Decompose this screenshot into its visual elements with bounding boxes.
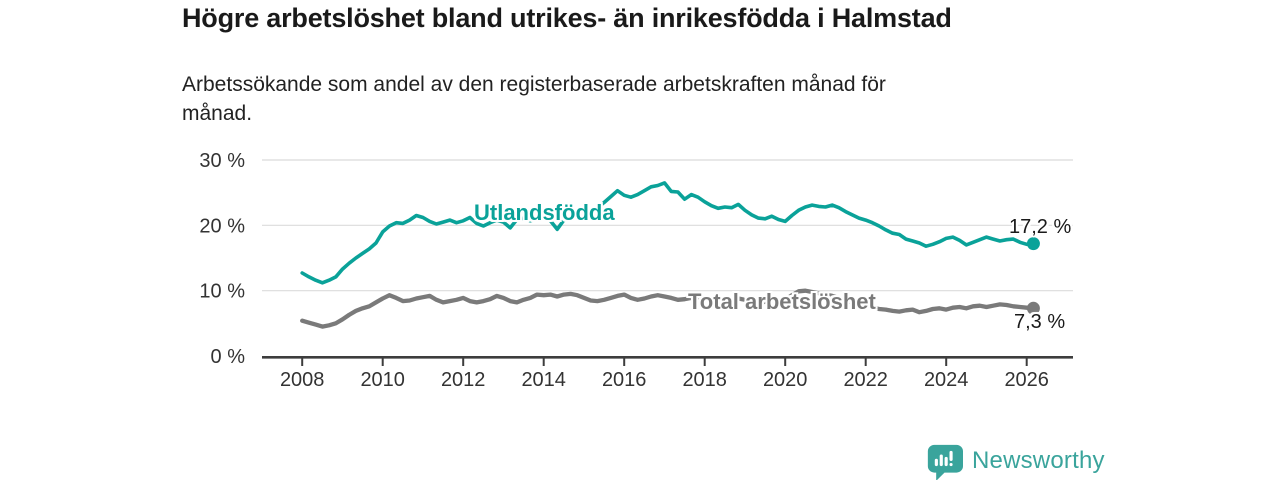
- exclamation-dot: [949, 462, 953, 467]
- newsworthy-logo[interactable]: Newsworthy: [926, 442, 1105, 480]
- bar-2: [939, 454, 943, 467]
- y-tick-label-30: 30 %: [199, 150, 245, 172]
- series-end-dot-total: [1026, 301, 1040, 315]
- x-tick-label-2020: 2020: [763, 369, 808, 391]
- x-tick-label-2024: 2024: [924, 369, 969, 391]
- x-tick-label-2014: 2014: [521, 369, 566, 391]
- x-tick-label-2010: 2010: [360, 369, 405, 391]
- series-label-total-arbetsloshet: Total arbetslöshet: [688, 289, 876, 314]
- page-title: Högre arbetslöshet bland utrikes- än inr…: [182, 3, 952, 33]
- end-value-label-utlandsfodda: 17,2 %: [1009, 216, 1072, 238]
- y-tick-label-20: 20 %: [199, 215, 245, 237]
- series-label-utlandsfodda: Utlandsfödda: [474, 200, 615, 225]
- x-tick-label-2018: 2018: [682, 369, 727, 391]
- newsworthy-bubble-icon: [927, 444, 963, 480]
- newsworthy-wordmark: Newsworthy: [972, 447, 1105, 474]
- bar-1: [934, 458, 938, 467]
- bar-3: [944, 456, 948, 467]
- x-tick-label-2008: 2008: [280, 369, 325, 391]
- series-line-total: [300, 288, 1036, 329]
- x-tick-label-2016: 2016: [602, 369, 647, 391]
- x-tick-label-2022: 2022: [843, 369, 888, 391]
- series-line-utlandsfodda: [300, 181, 1036, 285]
- x-tick-label-2026: 2026: [1004, 369, 1049, 391]
- x-tick-label-2012: 2012: [441, 369, 486, 391]
- y-tick-label-0: 0 %: [211, 346, 246, 368]
- end-value-label-total: 7,3 %: [1014, 311, 1066, 333]
- subtitle-line-1: Arbetssökande som andel av den registerb…: [182, 73, 886, 96]
- exclamation-bar: [949, 450, 953, 461]
- chart-subtitle: Arbetssökande som andel av den registerb…: [182, 70, 886, 128]
- subtitle-line-2: månad.: [182, 102, 253, 125]
- series-end-dot-utlandsfodda: [1026, 237, 1040, 251]
- y-tick-label-10: 10 %: [199, 281, 245, 303]
